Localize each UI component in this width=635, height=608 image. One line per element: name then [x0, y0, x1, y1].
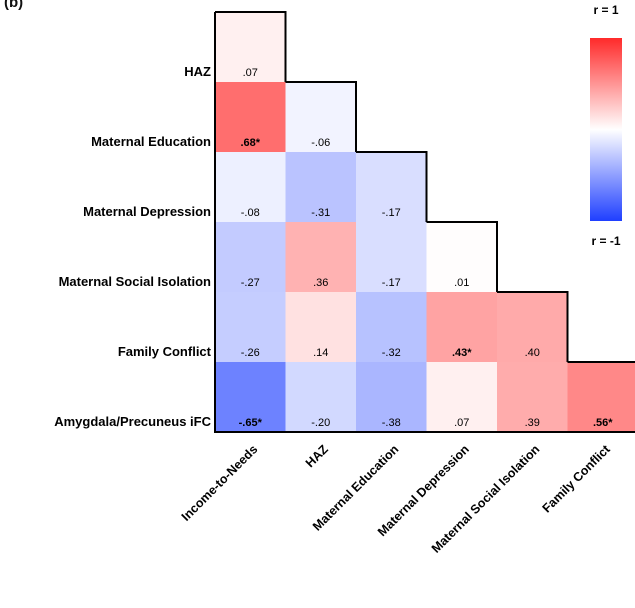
cell-value-label: -.31	[311, 207, 330, 219]
heatmap-cell	[215, 222, 286, 293]
scale-max-label: r = 1	[593, 3, 618, 17]
cell-value-label: .68*	[240, 137, 260, 149]
cell-value-label: .39	[525, 417, 540, 429]
cell-value-label: -.27	[241, 277, 260, 289]
column-label: HAZ	[303, 442, 331, 470]
heatmap-cell	[356, 152, 427, 223]
heatmap-cell	[215, 292, 286, 363]
heatmap-cell	[426, 362, 498, 433]
staircase-border	[214, 11, 635, 433]
heatmap-cell	[497, 362, 568, 433]
heatmap-cell	[285, 152, 357, 223]
color-scale-bar	[590, 38, 622, 221]
row-label: HAZ	[184, 64, 211, 79]
heatmap-cell	[215, 152, 286, 223]
heatmap-cell	[426, 222, 498, 293]
row-label: Maternal Depression	[83, 204, 211, 219]
heatmap-cell	[215, 12, 286, 83]
cell-value-label: -.32	[382, 347, 401, 359]
cell-value-label: .14	[313, 347, 328, 359]
heatmap-cell	[215, 82, 286, 153]
heatmap-cell	[356, 292, 427, 363]
cell-value-label: .40	[525, 347, 540, 359]
cell-value-label: .36	[313, 277, 328, 289]
cell-value-label: .56*	[593, 417, 613, 429]
heatmap-cell	[285, 222, 357, 293]
heatmap-cells: .07 .68* -.06 -.08 -.31 -.17 -.27 .36 -.17 .01 -.2…	[215, 12, 635, 433]
cell-value-label: .43*	[452, 347, 472, 359]
heatmap-cell	[356, 362, 427, 433]
heatmap-cell	[285, 292, 357, 363]
panel-label: (b)	[4, 0, 24, 11]
cell-value-label: -.08	[241, 207, 260, 219]
row-labels: HAZ Maternal Education Maternal Depression…	[54, 64, 211, 429]
cell-value-label: -.65*	[239, 417, 263, 429]
heatmap-staircase-border	[214, 11, 635, 433]
cell-value-label: -.06	[311, 137, 330, 149]
cell-value-label: .01	[454, 277, 469, 289]
heatmap-cell	[285, 362, 357, 433]
row-label: Maternal Social Isolation	[59, 274, 211, 289]
color-scale-legend: r = 1 r = -1	[590, 3, 622, 248]
row-label: Maternal Education	[91, 134, 211, 149]
heatmap-cell	[215, 362, 286, 433]
cell-value-label: -.20	[311, 417, 330, 429]
row-label: Amygdala/Precuneus iFC	[54, 414, 211, 429]
row-label: Family Conflict	[118, 344, 212, 359]
cell-value-label: .07	[243, 67, 258, 79]
heatmap-cell	[285, 82, 357, 153]
cell-value-label: .07	[454, 417, 469, 429]
cell-value-label: -.17	[382, 207, 401, 219]
heatmap-cell	[426, 292, 498, 363]
heatmap-cell	[356, 222, 427, 293]
cell-value-label: -.38	[382, 417, 401, 429]
heatmap-cell	[567, 362, 635, 433]
cell-value-label: -.17	[382, 277, 401, 289]
heatmap-cell	[497, 292, 568, 363]
scale-min-label: r = -1	[591, 234, 620, 248]
column-label: Family Conflict	[540, 442, 614, 516]
column-label: Income-to-Needs	[179, 442, 261, 524]
cell-value-label: -.26	[241, 347, 260, 359]
